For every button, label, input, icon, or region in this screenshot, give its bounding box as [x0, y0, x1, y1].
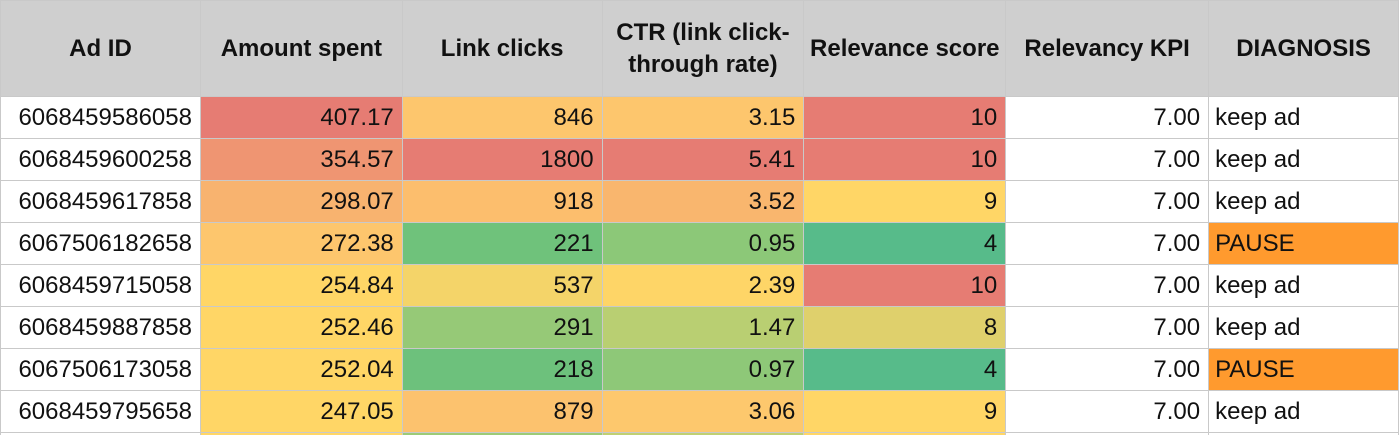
header-relevance-score[interactable]: Relevance score [803, 0, 1007, 97]
table-row-partial [0, 432, 1399, 435]
amount-spent-cell[interactable]: 254.84 [199, 264, 403, 307]
header-row-group: Ad ID Amount spent Link clicks CTR (link… [0, 0, 1399, 97]
relevance-score-cell[interactable]: 4 [803, 348, 1007, 391]
table-row: 6067506182658 272.38 221 0.95 4 7.00 PAUSE [0, 222, 1399, 265]
relevance-score-cell[interactable]: 9 [803, 180, 1007, 223]
table-row: 6068459617858 298.07 918 3.52 9 7.00 keep ad [0, 180, 1399, 223]
relevancy-kpi-cell[interactable]: 7.00 [1005, 348, 1210, 391]
amount-spent-cell[interactable]: 298.07 [199, 180, 403, 223]
table-row: 6067506173058 252.04 218 0.97 4 7.00 PAUSE [0, 348, 1399, 391]
header-amount-spent[interactable]: Amount spent [199, 0, 403, 97]
ctr-cell[interactable]: 3.06 [601, 390, 805, 433]
header-diagnosis[interactable]: DIAGNOSIS [1208, 0, 1399, 97]
relevancy-kpi-cell[interactable]: 7.00 [1005, 222, 1210, 265]
table-row: 6068459715058 254.84 537 2.39 10 7.00 keep ad [0, 264, 1399, 307]
header-row: Ad ID Amount spent Link clicks CTR (link… [0, 0, 1399, 97]
relevancy-kpi-cell[interactable]: 7.00 [1005, 96, 1210, 139]
ad-id-cell[interactable]: 6067506182658 [0, 222, 201, 265]
table-row: 6068459586058 407.17 846 3.15 10 7.00 keep ad [0, 96, 1399, 139]
header-ad-id[interactable]: Ad ID [0, 0, 201, 97]
table-row: 6068459887858 252.46 291 1.47 8 7.00 keep ad [0, 306, 1399, 349]
header-relevancy-kpi[interactable]: Relevancy KPI [1005, 0, 1210, 97]
relevance-score-cell[interactable]: 4 [803, 222, 1007, 265]
relevancy-kpi-cell[interactable]: 7.00 [1005, 180, 1210, 223]
relevancy-kpi-cell[interactable]: 7.00 [1005, 264, 1210, 307]
relevance-score-cell[interactable]: 8 [803, 306, 1007, 349]
relevance-score-cell[interactable]: 9 [803, 390, 1007, 433]
diagnosis-cell[interactable]: PAUSE [1208, 348, 1399, 391]
ad-id-cell[interactable]: 6067506173058 [0, 348, 201, 391]
relevancy-kpi-cell[interactable]: 7.00 [1005, 138, 1210, 181]
relevance-score-cell[interactable] [803, 432, 1007, 435]
relevancy-kpi-cell[interactable]: 7.00 [1005, 390, 1210, 433]
ad-id-cell[interactable]: 6068459617858 [0, 180, 201, 223]
header-link-clicks[interactable]: Link clicks [401, 0, 603, 97]
table-row: 6068459600258 354.57 1800 5.41 10 7.00 keep ad [0, 138, 1399, 181]
link-clicks-cell[interactable]: 879 [401, 390, 603, 433]
diagnosis-cell[interactable]: keep ad [1208, 180, 1399, 223]
diagnosis-cell[interactable]: keep ad [1208, 306, 1399, 349]
link-clicks-cell[interactable]: 1800 [401, 138, 603, 181]
relevance-score-cell[interactable]: 10 [803, 264, 1007, 307]
relevancy-kpi-cell[interactable]: 7.00 [1005, 306, 1210, 349]
ad-id-cell[interactable]: 6068459600258 [0, 138, 201, 181]
ad-id-cell[interactable]: 6068459715058 [0, 264, 201, 307]
ad-id-cell[interactable]: 6068459795658 [0, 390, 201, 433]
link-clicks-cell[interactable]: 291 [401, 306, 603, 349]
amount-spent-cell[interactable]: 407.17 [199, 96, 403, 139]
ad-id-cell[interactable] [0, 432, 201, 435]
ctr-cell[interactable]: 2.39 [601, 264, 805, 307]
amount-spent-cell[interactable]: 354.57 [199, 138, 403, 181]
ad-id-cell[interactable]: 6068459887858 [0, 306, 201, 349]
diagnosis-cell[interactable]: keep ad [1208, 96, 1399, 139]
amount-spent-cell[interactable] [199, 432, 403, 435]
ctr-cell[interactable]: 1.47 [601, 306, 805, 349]
ctr-cell[interactable]: 3.52 [601, 180, 805, 223]
relevance-score-cell[interactable]: 10 [803, 96, 1007, 139]
ctr-cell[interactable]: 5.41 [601, 138, 805, 181]
relevance-score-cell[interactable]: 10 [803, 138, 1007, 181]
link-clicks-cell[interactable]: 218 [401, 348, 603, 391]
link-clicks-cell[interactable]: 537 [401, 264, 603, 307]
data-rows: 6068459586058 407.17 846 3.15 10 7.00 keep ad 6… [0, 96, 1399, 435]
diagnosis-cell[interactable]: keep ad [1208, 390, 1399, 433]
amount-spent-cell[interactable]: 252.46 [199, 306, 403, 349]
diagnosis-cell[interactable]: PAUSE [1208, 222, 1399, 265]
ctr-cell[interactable]: 0.95 [601, 222, 805, 265]
diagnosis-cell[interactable]: keep ad [1208, 264, 1399, 307]
ctr-cell[interactable]: 3.15 [601, 96, 805, 139]
ad-id-cell[interactable]: 6068459586058 [0, 96, 201, 139]
amount-spent-cell[interactable]: 247.05 [199, 390, 403, 433]
link-clicks-cell[interactable]: 846 [401, 96, 603, 139]
diagnosis-cell[interactable]: keep ad [1208, 138, 1399, 181]
link-clicks-cell[interactable]: 918 [401, 180, 603, 223]
diagnosis-cell[interactable] [1208, 432, 1399, 435]
ctr-cell[interactable]: 0.97 [601, 348, 805, 391]
link-clicks-cell[interactable]: 221 [401, 222, 603, 265]
amount-spent-cell[interactable]: 272.38 [199, 222, 403, 265]
header-ctr[interactable]: CTR (link click-through rate) [601, 0, 805, 97]
table-row: 6068459795658 247.05 879 3.06 9 7.00 keep ad [0, 390, 1399, 433]
amount-spent-cell[interactable]: 252.04 [199, 348, 403, 391]
